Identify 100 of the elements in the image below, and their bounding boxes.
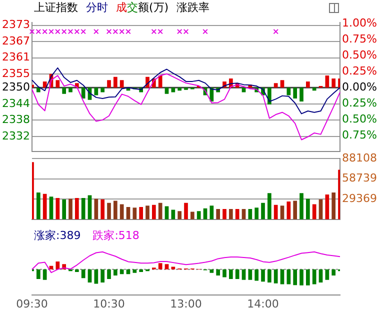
x-tick-label: 14:00 [247,297,279,310]
bar [210,206,214,220]
bar [81,198,86,220]
chart-title: 上证指数 [34,1,78,14]
bar [164,88,169,94]
bar [158,202,162,220]
bar [158,263,162,270]
bar [120,204,124,220]
bar [139,206,144,220]
bar [332,78,336,88]
y2-axis-title: 涨跌率 [176,1,210,14]
bar [74,198,79,220]
bar [171,210,176,220]
bar [254,208,259,220]
bar [184,202,188,220]
bar [94,88,98,96]
bar [222,269,226,278]
bar [62,199,66,220]
y-tick-label: 2344 [2,96,30,110]
bar [293,88,298,99]
bar [293,200,298,220]
bar [280,269,284,284]
bar [132,208,137,220]
bar [228,209,233,220]
bar [49,196,54,220]
bar [120,269,124,274]
bar [267,88,272,104]
bar [94,269,98,284]
bar [88,269,92,283]
bar [196,211,201,220]
bar [242,88,246,92]
bar [312,88,316,91]
bar [36,192,40,220]
x-tick-label: 10:30 [93,297,125,310]
text: 涨家:389 [34,228,81,242]
bar [306,198,310,220]
y-tick-label: 2373 [2,18,30,32]
y2-tick-label: 0.00% [342,80,377,94]
bar [332,192,336,220]
bar [210,269,214,273]
text: 跌家:518 [92,228,140,242]
bar [274,204,278,220]
bar [248,269,252,280]
bar [158,75,162,88]
bar [62,88,66,94]
bar [56,262,60,270]
bar [100,88,105,92]
bar [216,209,220,220]
bar [81,269,86,278]
y-tick-label: 2338 [2,113,30,126]
y2-tick-label: 0.50% [342,48,377,62]
bar [36,269,40,280]
text: 分时 [86,1,108,14]
bar [56,80,60,88]
bar [68,198,72,220]
bar [171,266,176,270]
bar [280,80,284,88]
bar [325,194,330,220]
bar [107,269,111,280]
bar [306,269,310,286]
bar [293,269,298,286]
bar [235,269,240,280]
chart-subtitle: 成交额(万) [116,1,169,14]
bar [139,269,144,272]
bar [152,204,156,220]
bar [74,269,79,272]
bar [178,211,182,220]
y-tick-label: 2355 [2,66,30,80]
bar [216,269,220,276]
bar [332,269,336,276]
bar [113,76,118,88]
bar [171,88,176,92]
x-tick-label: 09:30 [16,297,48,310]
y2-tick-label: 0.75% [342,32,377,46]
y-tick-label: 88108 [342,151,377,164]
bar [100,199,105,220]
y-tick-label: 2332 [2,129,30,142]
bar [228,269,233,280]
y-tick-label: 29369 [342,192,377,205]
bar [222,209,226,220]
bar [248,209,252,220]
bar [113,200,118,220]
bar [235,209,240,220]
bar [68,88,72,92]
bar [300,88,304,102]
y2-tick-label: 0.25% [342,64,377,78]
bar [36,88,40,92]
bar [312,204,316,220]
bar [146,206,150,220]
bar [164,264,169,270]
bar [318,269,323,283]
y-tick-label: 58739 [342,172,377,185]
bar [178,88,182,91]
bar [286,201,291,220]
bar [267,193,272,220]
bar [267,269,272,283]
bar [113,269,118,276]
bar [88,195,92,220]
bar [81,88,86,99]
bar [286,269,291,284]
